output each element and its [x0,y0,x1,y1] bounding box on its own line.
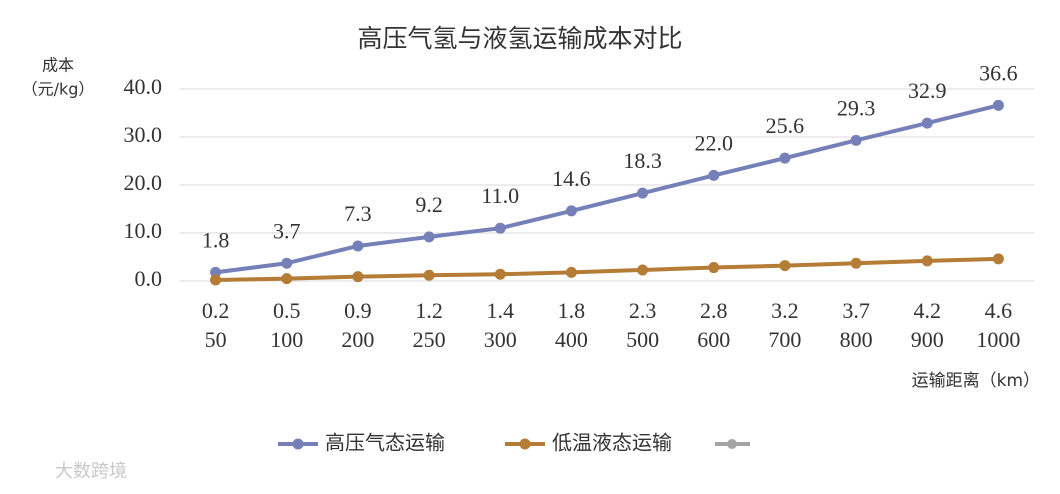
x-tick-label: 100 [270,327,303,352]
x-tick-label: 600 [697,327,730,352]
data-point [352,240,364,252]
watermark: 大数跨境 [55,461,127,482]
data-point [565,266,577,278]
x-tick-label: 50 [205,327,227,352]
data-point [281,273,293,285]
x-tick-label: 300 [484,327,517,352]
legend-marker [519,438,531,450]
data-label: 14.6 [552,166,591,191]
data-label: 1.2 [415,298,443,323]
data-point [921,255,933,267]
data-label: 9.2 [415,192,443,217]
data-point [708,262,720,274]
data-point [494,222,506,234]
legend-label: 高压气态运输 [325,431,445,455]
data-label: 11.0 [481,183,519,208]
chart-title: 高压气氢与液氢运输成本对比 [357,24,682,53]
x-axis-label: 运输距离（km） [912,371,1040,391]
x-tick-label: 400 [555,327,588,352]
data-label: 36.6 [979,60,1018,85]
data-point [423,269,435,281]
data-label: 2.3 [629,298,657,323]
data-label: 0.9 [344,298,372,323]
data-label: 18.3 [623,148,662,173]
data-point [921,117,933,129]
x-tick-label: 250 [413,327,446,352]
data-label: 1.8 [202,227,230,252]
x-tick-label: 1000 [976,327,1020,352]
data-point [708,169,720,181]
series-line [215,256,999,283]
data-label: 25.6 [766,113,805,138]
y-tick-label: 40.0 [124,74,163,99]
data-point [779,260,791,272]
data-point [637,187,649,199]
legend-marker [727,439,737,449]
x-tick-label: 800 [840,327,873,352]
data-point [850,134,862,146]
legend-label: 低温液态运输 [552,431,672,455]
y-tick-label: 0.0 [135,266,163,291]
y-axis-label: 成本 [42,56,74,75]
y-axis-label: （元/kg） [22,80,95,99]
data-point [210,266,222,278]
y-tick-label: 30.0 [124,122,163,147]
data-label: 7.3 [344,201,372,226]
data-label: 3.2 [771,298,799,323]
data-point [992,99,1004,111]
data-point [494,268,506,280]
y-tick-label: 20.0 [124,170,163,195]
x-tick-label: 500 [626,327,659,352]
data-point [637,264,649,276]
data-label: 2.8 [700,298,728,323]
data-point [423,231,435,243]
data-point [779,152,791,164]
data-label: 3.7 [273,218,301,243]
data-label: 3.7 [842,298,870,323]
data-point [850,257,862,269]
y-tick-label: 10.0 [124,218,163,243]
data-point [210,274,222,286]
data-label: 0.5 [273,298,301,323]
data-point [352,271,364,283]
data-label: 4.6 [985,298,1013,323]
x-tick-label: 200 [341,327,374,352]
data-label: 29.3 [837,95,876,120]
x-tick-label: 700 [768,327,801,352]
data-label: 32.9 [908,78,947,103]
data-label: 1.4 [487,298,515,323]
data-label: 4.2 [914,298,942,323]
data-label: 0.2 [202,298,230,323]
x-tick-label: 900 [911,327,944,352]
data-point [992,253,1004,265]
data-label: 22.0 [695,130,734,155]
data-label: 1.8 [558,298,586,323]
legend-marker [292,438,304,450]
series-line [215,103,999,275]
data-point [281,257,293,269]
data-point [565,205,577,217]
